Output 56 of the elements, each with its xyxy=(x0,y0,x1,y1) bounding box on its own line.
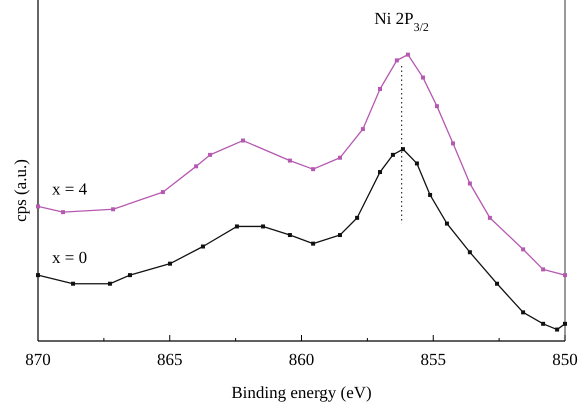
point xyxy=(555,328,560,332)
point xyxy=(521,310,526,314)
point xyxy=(36,273,40,278)
point xyxy=(208,152,212,157)
point xyxy=(261,224,266,228)
point xyxy=(355,216,360,220)
point xyxy=(495,282,500,286)
x-tick-label: 855 xyxy=(420,350,446,369)
y-axis-title: cps (a.u.) xyxy=(11,159,30,222)
point xyxy=(394,58,399,62)
point xyxy=(414,161,419,166)
x-tick-label: 870 xyxy=(25,350,51,369)
point xyxy=(468,182,472,186)
point xyxy=(311,167,316,172)
series-label: x = 4 xyxy=(52,179,88,198)
series-label: x = 0 xyxy=(52,248,88,268)
point xyxy=(311,242,316,246)
x-tick-label: 850 xyxy=(552,350,578,369)
point xyxy=(444,222,449,226)
point xyxy=(111,207,116,212)
point xyxy=(338,156,342,160)
point xyxy=(241,138,246,143)
point xyxy=(488,216,492,220)
point xyxy=(36,204,40,208)
point xyxy=(108,282,112,286)
point xyxy=(400,147,405,152)
point xyxy=(521,247,526,252)
point xyxy=(541,267,546,272)
ref-line-label: Ni 2P$_{3/2}$ xyxy=(374,9,429,34)
point xyxy=(468,250,472,254)
point xyxy=(234,224,239,228)
point xyxy=(168,262,172,266)
point xyxy=(71,282,76,286)
point xyxy=(128,273,132,278)
point xyxy=(160,190,165,194)
point xyxy=(451,141,456,146)
point xyxy=(563,273,567,278)
point xyxy=(434,104,439,108)
x-tick-label: 865 xyxy=(157,350,182,369)
point xyxy=(194,164,198,168)
point xyxy=(390,152,395,157)
point xyxy=(338,233,342,238)
point xyxy=(200,244,205,248)
point xyxy=(288,233,292,238)
point xyxy=(428,192,432,197)
point xyxy=(541,322,546,326)
point xyxy=(61,210,66,214)
x-tick-label: 860 xyxy=(288,350,314,369)
point xyxy=(378,87,382,91)
point xyxy=(360,127,365,132)
point xyxy=(563,322,567,326)
x-axis-title: Binding energy (eV) xyxy=(231,383,372,402)
point xyxy=(406,52,410,57)
point xyxy=(420,76,425,80)
point xyxy=(378,170,382,174)
point xyxy=(288,158,292,163)
